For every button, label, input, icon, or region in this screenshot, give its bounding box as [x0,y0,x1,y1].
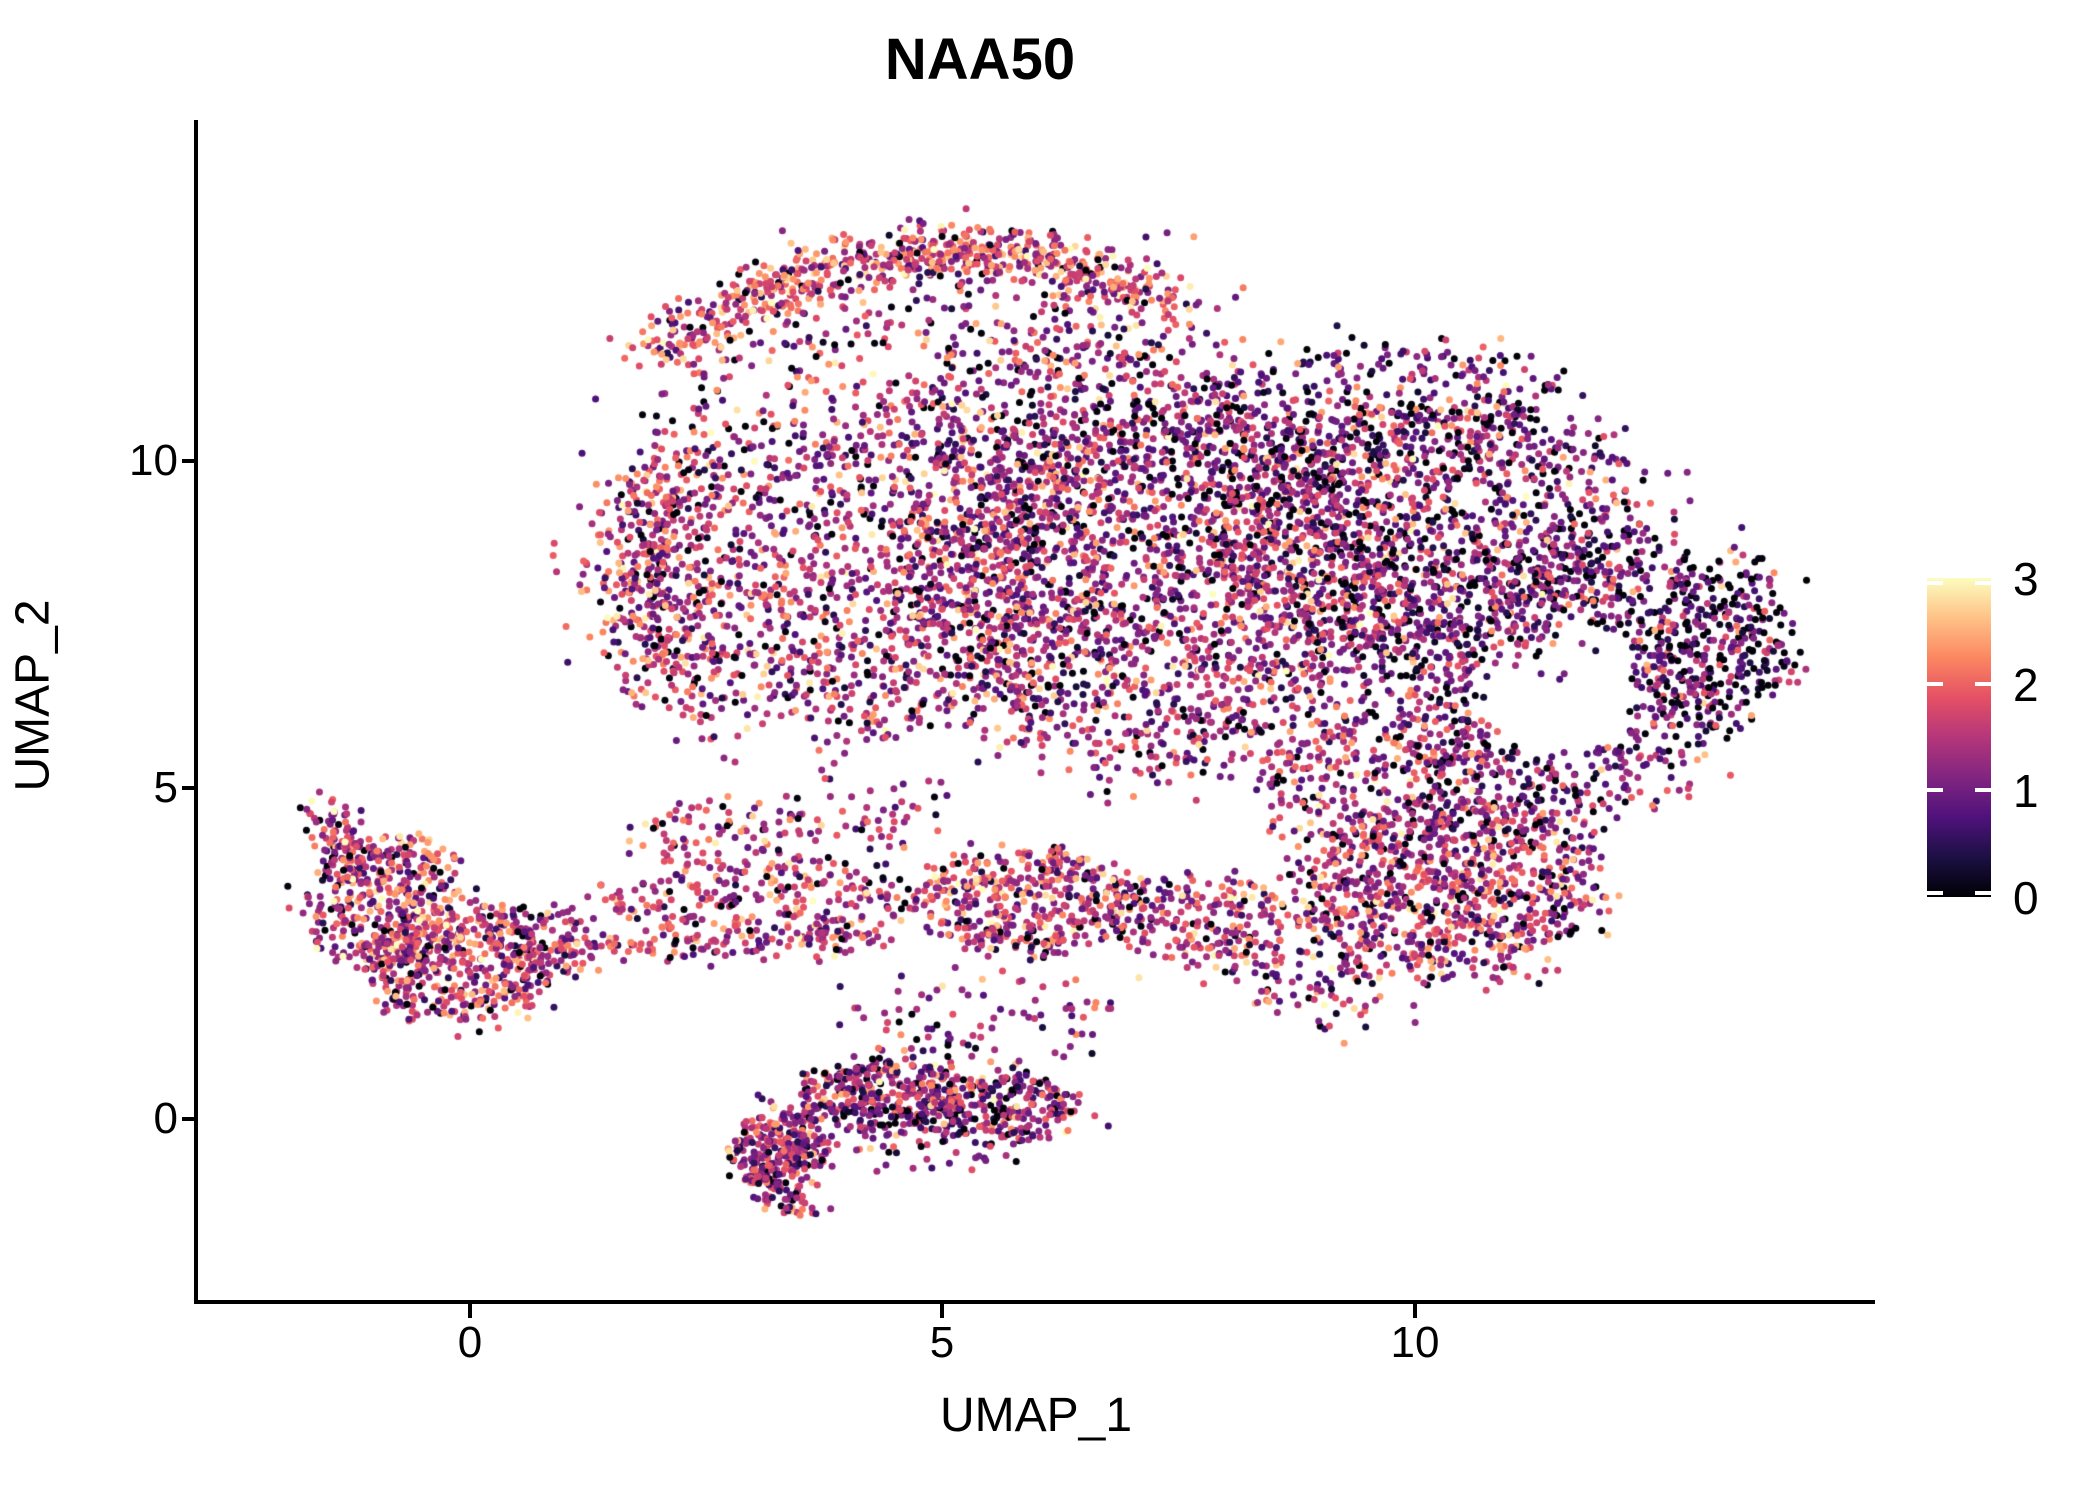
y-tick-label-5: 5 [153,763,178,812]
colorbar-tick-2 [1927,682,1943,686]
x-axis-title: UMAP_1 [939,1389,1133,1442]
colorbar-tick-0 [1927,891,1943,895]
colorbar-tick-3 [1975,581,1991,585]
colorbar-tick-1 [1975,788,1991,792]
colorbar-label-0: 0 [2013,872,2039,924]
x-tick-5 [940,1304,944,1318]
plot-title: NAA50 [884,27,1076,92]
colorbar-tick-2 [1975,682,1991,686]
colorbar-label-2: 2 [2013,659,2039,711]
x-tick-label-0: 0 [457,1318,483,1367]
y-tick-5 [182,786,196,790]
y-axis-title: UMAP_2 [6,599,60,792]
x-tick-10 [1413,1304,1417,1318]
y-axis-line [194,120,198,1304]
colorbar-tick-1 [1927,788,1943,792]
y-tick-10 [182,459,196,463]
colorbar-label-1: 1 [2013,765,2039,817]
colorbar-tick-0 [1975,891,1991,895]
x-axis-line [194,1300,1875,1304]
x-tick-label-10: 10 [1390,1318,1440,1367]
y-tick-label-10: 10 [129,436,178,485]
colorbar-label-3: 3 [2013,553,2039,605]
colorbar-gradient [1927,578,1991,897]
colorbar-tick-3 [1927,581,1943,585]
x-tick-label-5: 5 [929,1318,955,1367]
y-tick-label-0: 0 [153,1094,178,1143]
y-tick-0 [182,1117,196,1121]
x-tick-0 [468,1304,472,1318]
